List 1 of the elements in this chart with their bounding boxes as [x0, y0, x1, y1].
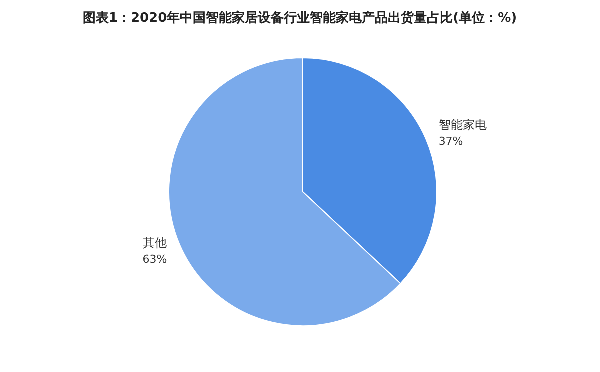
chart-title: 图表1：2020年中国智能家居设备行业智能家电产品出货量占比(单位：%)	[82, 10, 518, 26]
